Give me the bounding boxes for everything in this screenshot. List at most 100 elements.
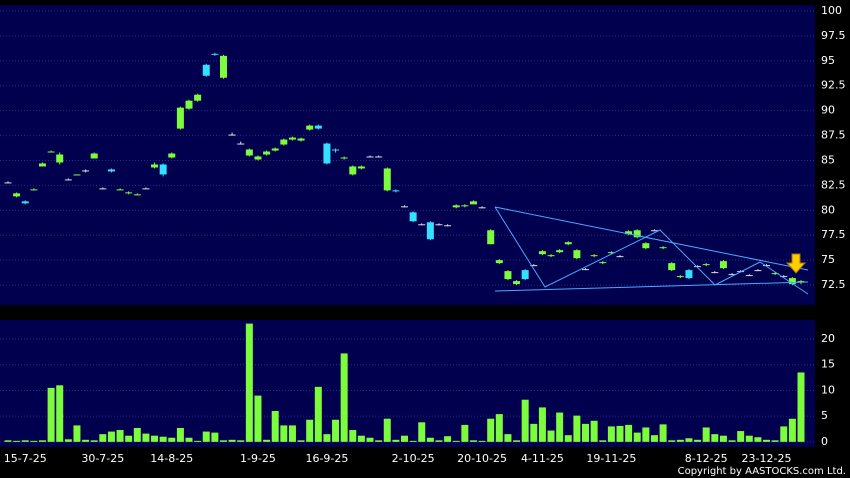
candle-body bbox=[780, 276, 788, 278]
candle-body bbox=[530, 265, 538, 267]
x-tick-label: 1-9-25 bbox=[240, 452, 276, 465]
volume-bar bbox=[254, 395, 262, 442]
y-tick-label: 0 bbox=[821, 435, 828, 448]
candle-body bbox=[426, 222, 434, 240]
candle-body bbox=[564, 242, 572, 245]
candle-body bbox=[607, 252, 615, 254]
volume-bar bbox=[56, 385, 64, 442]
candle-body bbox=[21, 201, 29, 204]
volume-bar bbox=[616, 425, 624, 442]
candle-body bbox=[788, 278, 796, 285]
volume-bar bbox=[711, 434, 719, 442]
candle-body bbox=[487, 230, 495, 245]
volume-bar bbox=[771, 440, 779, 442]
y-tick-label: 5 bbox=[821, 409, 828, 422]
candle-body bbox=[538, 251, 546, 255]
y-tick-label: 87.5 bbox=[821, 129, 846, 142]
candle-body bbox=[625, 231, 633, 235]
volume-bar bbox=[452, 440, 460, 442]
volume-bar bbox=[426, 437, 434, 442]
y-tick-label: 92.5 bbox=[821, 79, 846, 92]
trend-line bbox=[494, 206, 809, 271]
volume-bar bbox=[73, 425, 81, 442]
trend-lines bbox=[494, 206, 809, 295]
volume-bar bbox=[194, 440, 202, 442]
volume-bar bbox=[151, 435, 159, 442]
candle-body bbox=[513, 281, 521, 285]
candle-body bbox=[245, 149, 253, 156]
candle-body bbox=[219, 55, 227, 78]
trend-line bbox=[494, 281, 809, 292]
candle-body bbox=[763, 265, 771, 267]
volume-bar bbox=[504, 434, 512, 442]
candle-body bbox=[478, 207, 486, 209]
volume-bar bbox=[694, 439, 702, 442]
candle-body bbox=[297, 138, 305, 141]
volume-bar bbox=[125, 435, 133, 442]
volume-bar bbox=[176, 427, 184, 442]
candle-body bbox=[435, 224, 443, 226]
candle-body bbox=[797, 281, 805, 283]
volume-bar bbox=[349, 430, 357, 442]
x-tick-label: 14-8-25 bbox=[150, 452, 193, 465]
candle-body bbox=[194, 94, 202, 101]
candle-body bbox=[176, 107, 184, 129]
volume-bar bbox=[297, 440, 305, 442]
candle-body bbox=[151, 164, 159, 168]
volume-bar bbox=[409, 440, 417, 442]
candle-body bbox=[263, 151, 271, 155]
volume-bar bbox=[444, 436, 452, 442]
y-tick-label: 82.5 bbox=[821, 178, 846, 191]
candle-body bbox=[73, 174, 81, 176]
volume-bar bbox=[401, 435, 408, 442]
y-tick-label: 80 bbox=[821, 203, 835, 216]
candle-body bbox=[590, 255, 598, 257]
y-tick-label: 97.5 bbox=[821, 29, 846, 42]
volume-bar bbox=[357, 435, 365, 442]
y-tick-label: 10 bbox=[821, 383, 835, 396]
candle-body bbox=[469, 201, 477, 205]
volume-bar bbox=[461, 424, 469, 442]
x-tick-label: 20-10-25 bbox=[457, 452, 507, 465]
x-tick-label: 15-7-25 bbox=[4, 452, 47, 465]
candle-body bbox=[495, 260, 503, 264]
candle-body bbox=[82, 170, 90, 172]
volume-bar bbox=[47, 387, 55, 442]
volume-bar bbox=[306, 419, 314, 442]
candle-body bbox=[375, 156, 383, 158]
candle-body bbox=[280, 139, 288, 145]
volume-bar bbox=[435, 440, 443, 442]
volume-bar bbox=[263, 439, 271, 442]
candle-body bbox=[504, 271, 512, 280]
candle-body bbox=[452, 205, 460, 208]
candle-body bbox=[357, 166, 365, 169]
volume-bar bbox=[383, 418, 391, 442]
candle-body bbox=[56, 154, 64, 163]
volume-bar bbox=[564, 435, 572, 442]
candle-body bbox=[185, 100, 193, 109]
candle-body bbox=[728, 274, 736, 276]
volume-bar bbox=[642, 427, 650, 442]
candle-body bbox=[211, 53, 219, 55]
x-tick-label: 19-11-25 bbox=[586, 452, 636, 465]
volume-bar bbox=[366, 437, 374, 442]
candle-body bbox=[271, 148, 279, 151]
y-tick-label: 15 bbox=[821, 358, 835, 371]
volume-bar bbox=[202, 431, 210, 442]
volume-bar bbox=[668, 440, 676, 442]
volume-bar bbox=[228, 439, 236, 442]
volume-bar bbox=[375, 440, 383, 442]
x-tick-label: 23-12-25 bbox=[742, 452, 792, 465]
volume-bar bbox=[21, 440, 29, 442]
candle-body bbox=[650, 230, 658, 232]
candle-body bbox=[107, 169, 115, 172]
volume-bar bbox=[607, 426, 615, 442]
candle-body bbox=[702, 264, 710, 266]
price-panel bbox=[0, 5, 815, 305]
candle-body bbox=[556, 250, 564, 253]
candle-body bbox=[582, 269, 590, 271]
candle-body bbox=[202, 64, 210, 76]
candle-body bbox=[38, 163, 46, 167]
volume-bar bbox=[676, 439, 684, 442]
